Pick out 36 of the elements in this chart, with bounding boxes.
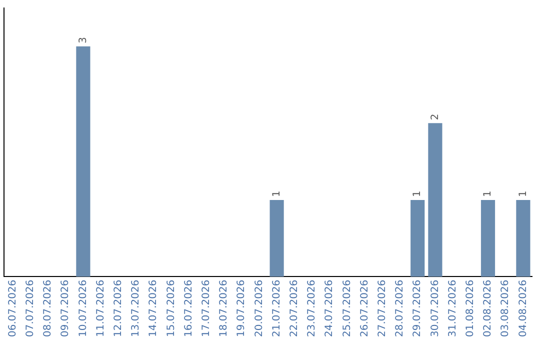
x-tick-label: 25.07.2026 xyxy=(342,280,353,338)
x-tick-label: 04.08.2026 xyxy=(518,280,529,338)
x-tick-label: 21.07.2026 xyxy=(271,280,282,338)
x-tick-label: 19.07.2026 xyxy=(236,280,248,338)
x-tick-label: 02.08.2026 xyxy=(482,280,494,338)
x-tick-label: 10.07.2026 xyxy=(78,280,89,338)
data-label: 1 xyxy=(518,190,529,197)
x-tick-label: 30.07.2026 xyxy=(430,280,441,338)
x-tick-label: 07.07.2026 xyxy=(24,280,36,338)
x-tick-label: 03.08.2026 xyxy=(500,280,512,338)
x-tick-label: 22.07.2026 xyxy=(288,280,300,338)
x-tick-label: 29.07.2026 xyxy=(412,280,424,338)
x-tick-label: 31.07.2026 xyxy=(447,280,458,338)
x-tick-label: 13.07.2026 xyxy=(130,280,142,338)
data-label: 1 xyxy=(412,190,424,197)
x-tick-label: 26.07.2026 xyxy=(359,280,370,338)
x-tick-label: 23.07.2026 xyxy=(306,280,318,338)
x-tick-label: 28.07.2026 xyxy=(394,280,406,338)
x-tick-label: 08.07.2026 xyxy=(42,280,54,338)
x-tick-label: 17.07.2026 xyxy=(200,280,212,338)
x-tick-label: 27.07.2026 xyxy=(376,280,388,338)
x-tick-label: 16.07.2026 xyxy=(183,280,194,338)
data-label: 3 xyxy=(78,37,89,44)
data-label: 1 xyxy=(482,190,494,197)
x-tick-label: 24.07.2026 xyxy=(324,280,336,338)
x-tick-label: 09.07.2026 xyxy=(60,280,72,338)
x-tick-label: 01.08.2026 xyxy=(464,280,476,338)
data-label: 1 xyxy=(271,190,282,197)
data-label: 2 xyxy=(430,114,441,120)
x-tick-label: 11.07.2026 xyxy=(95,280,106,338)
x-tick-label: 06.07.2026 xyxy=(7,280,18,338)
x-tick-label: 14.07.2026 xyxy=(148,280,160,338)
x-tick-label: 18.07.2026 xyxy=(218,280,230,338)
x-tick-label: 12.07.2026 xyxy=(112,280,124,338)
x-tick-label: 15.07.2026 xyxy=(166,280,177,338)
x-tick-label: 20.07.2026 xyxy=(254,280,265,338)
